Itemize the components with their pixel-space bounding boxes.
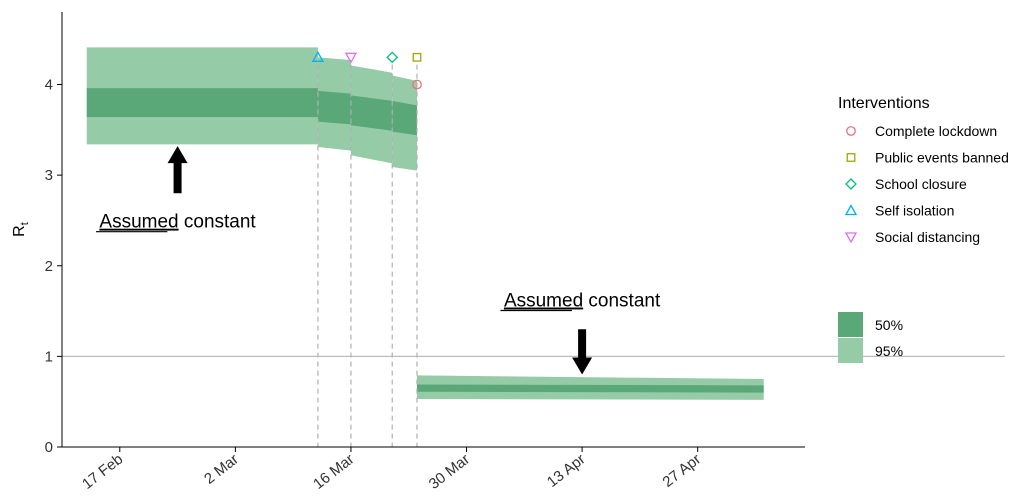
- legend-label-public-events-banned: Public events banned: [875, 150, 1009, 166]
- x-tick-label-2020-02-17: 17 Feb: [79, 451, 126, 493]
- band-50pct-segment-1: [86, 88, 318, 118]
- legend: Interventions Complete lockdown Public eve…: [838, 95, 1009, 363]
- legend-label-school-closure: School closure: [875, 176, 967, 192]
- annotation-underlined-word: Assumed: [99, 212, 178, 233]
- marker-public-events-banned: [412, 52, 422, 62]
- annotation-rest-text: constant: [583, 291, 661, 312]
- y-tick-label-1: 1: [45, 348, 53, 365]
- y-tick-label-2: 2: [45, 258, 53, 275]
- annotation-text-1: Assumed constant: [99, 212, 256, 233]
- legend-label-complete-lockdown: Complete lockdown: [875, 123, 997, 139]
- band-50pct-segment-3: [350, 95, 393, 131]
- y-axis-title: Rt: [11, 222, 31, 237]
- annotation-rest-text: constant: [179, 212, 257, 233]
- legend-label-self-isolation: Self isolation: [875, 203, 954, 219]
- marker-complete-lockdown: [412, 79, 422, 90]
- legend-swatch-50pct: [838, 312, 863, 337]
- legend-label-social-distancing: Social distancing: [875, 229, 980, 245]
- marker-social-distancing: [344, 52, 358, 64]
- marker-school-closure: [386, 51, 399, 64]
- legend-key-self-isolation: [844, 204, 858, 216]
- credible-interval-bands: [86, 47, 764, 400]
- y-axis-title-subscript: t: [19, 222, 31, 225]
- band-50pct-segment-5: [416, 384, 764, 393]
- x-tick-label-2020-04-13: 13 Apr: [544, 451, 589, 491]
- y-tick-label-3: 3: [45, 167, 53, 184]
- x-tick-label-2020-03-30: 30 Mar: [426, 451, 473, 493]
- y-axis-title-main: R: [11, 225, 28, 237]
- y-tick-label-0: 0: [45, 439, 53, 456]
- legend-key-public-events-banned: [846, 153, 856, 162]
- legend-swatch-95pct: [838, 338, 863, 363]
- legend-key-social-distancing: [844, 232, 858, 244]
- annotation-arrow-2: [572, 329, 593, 375]
- intervention-markers: [311, 50, 422, 90]
- marker-self-isolation: [311, 50, 325, 62]
- legend-title: Interventions: [838, 95, 930, 112]
- band-50pct-segment-2: [317, 90, 351, 125]
- annotation-arrow-1: [167, 146, 188, 194]
- legend-key-school-closure: [845, 178, 857, 190]
- legend-key-complete-lockdown: [846, 126, 856, 136]
- legend-band-label-50pct: 50%: [875, 317, 903, 333]
- intervention-date-lines: [317, 64, 418, 447]
- y-tick-label-4: 4: [45, 77, 53, 94]
- band-50pct-segment-4: [392, 100, 417, 136]
- annotation-underlined-word: Assumed: [504, 291, 583, 312]
- x-tick-label-2020-03-02: 2 Mar: [201, 451, 242, 488]
- annotation-text-2: Assumed constant: [504, 291, 661, 312]
- x-tick-label-2020-03-16: 16 Mar: [310, 451, 357, 493]
- x-tick-label-2020-04-27: 27 Apr: [659, 451, 704, 491]
- legend-band-label-95pct: 95%: [875, 343, 903, 359]
